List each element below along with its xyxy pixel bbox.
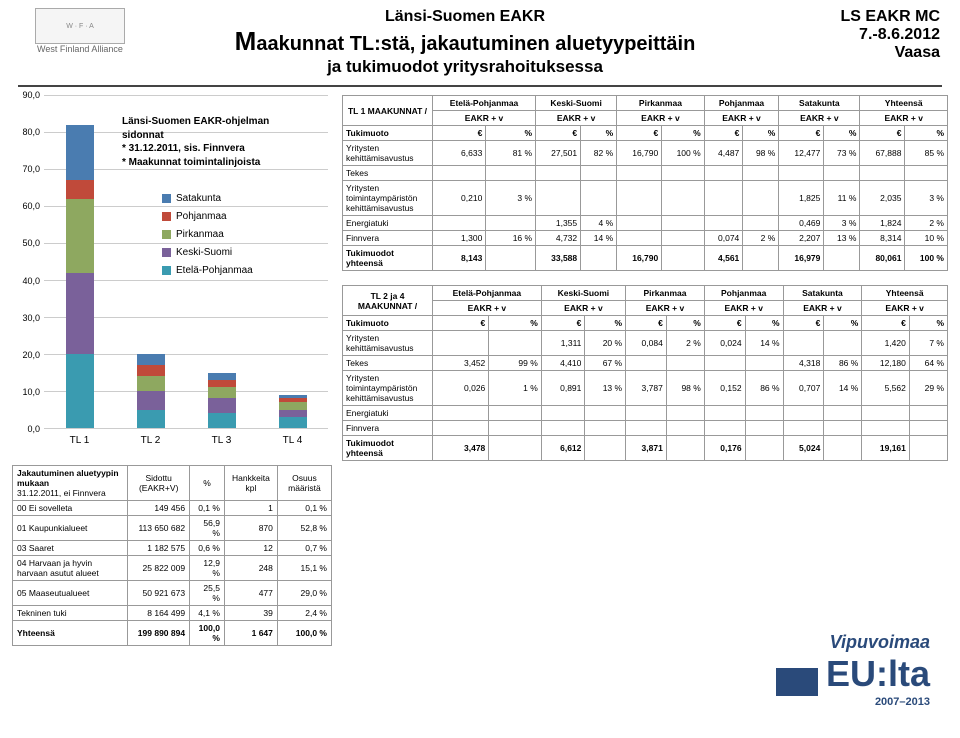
y-tick-label: 40,0 bbox=[12, 276, 40, 286]
eu-flag-icon bbox=[776, 668, 818, 696]
bar-label: TL 1 bbox=[70, 435, 90, 446]
alloc-row: 01 Kaupunkialueet113 650 68256,9 %87052,… bbox=[13, 516, 332, 541]
table-row: Tukimuodot yhteensä8,14333,58816,7904,56… bbox=[343, 246, 948, 271]
allocation-table: Jakautuminen aluetyypin mukaan 31.12.201… bbox=[12, 465, 332, 646]
stacked-bar-chart: TL 1 TL 2 TL 3 TL 4 Länsi-Suomen EAKR-ohjel… bbox=[12, 95, 332, 453]
y-tick-label: 80,0 bbox=[12, 127, 40, 137]
title-sub: ja tukimuodot yritysrahoituksessa bbox=[140, 57, 790, 77]
table-row: Yritysten toimintaympäristön kehittämisa… bbox=[343, 371, 948, 406]
y-tick-label: 20,0 bbox=[12, 350, 40, 360]
eulta-text: EU:lta bbox=[826, 653, 930, 694]
legend-item: Pohjanmaa bbox=[162, 211, 253, 222]
alloc-col-2: % bbox=[190, 466, 225, 501]
chart-legend: Satakunta Pohjanmaa Pirkanmaa Keski-Suomi Et… bbox=[162, 193, 253, 283]
header-rule bbox=[18, 85, 942, 87]
y-tick-label: 0,0 bbox=[12, 424, 40, 434]
wfa-caption: West Finland Alliance bbox=[20, 44, 140, 54]
table-tl24: TL 2 ja 4 MAAKUNNAT /Etelä-PohjanmaaKesk… bbox=[342, 285, 948, 461]
right-column: TL 1 MAAKUNNAT /Etelä-PohjanmaaKeski-Suo… bbox=[342, 95, 948, 646]
title-main: Maakunnat TL:stä, jakautuminen aluetyype… bbox=[140, 26, 790, 57]
table-row: Yritysten kehittämisavustus1,31120 %0,08… bbox=[343, 331, 948, 356]
table-row: Yritysten toimintaympäristön kehittämisa… bbox=[343, 181, 948, 216]
chart-note: Länsi-Suomen EAKR-ohjelmansidonnat* 31.1… bbox=[122, 115, 269, 169]
alloc-row: 04 Harvaan ja hyvin harvaan asutut aluee… bbox=[13, 556, 332, 581]
table-row: Finnvera bbox=[343, 421, 948, 436]
alloc-row: 05 Maaseutualueet50 921 67325,5 %47729,0… bbox=[13, 581, 332, 606]
y-tick-label: 70,0 bbox=[12, 164, 40, 174]
y-tick-label: 60,0 bbox=[12, 201, 40, 211]
years-text: 2007–2013 bbox=[776, 696, 930, 708]
hdr-right-3: Vaasa bbox=[790, 44, 940, 62]
title-top: Länsi-Suomen EAKR bbox=[140, 8, 790, 26]
bar-TL 4: TL 4 bbox=[279, 95, 307, 428]
hdr-right-2: 7.-8.6.2012 bbox=[790, 26, 940, 44]
wfa-logo-area: W · F · A West Finland Alliance bbox=[20, 8, 140, 77]
legend-item: Etelä-Pohjanmaa bbox=[162, 265, 253, 276]
content-row: TL 1 TL 2 TL 3 TL 4 Länsi-Suomen EAKR-ohjel… bbox=[0, 95, 960, 646]
alloc-title: Jakautuminen aluetyypin mukaan 31.12.201… bbox=[13, 466, 128, 501]
table-tl1: TL 1 MAAKUNNAT /Etelä-PohjanmaaKeski-Suo… bbox=[342, 95, 948, 271]
legend-item: Pirkanmaa bbox=[162, 229, 253, 240]
table-row: Tekes3,45299 %4,41067 %4,31886 %12,18064… bbox=[343, 356, 948, 371]
title-block: Länsi-Suomen EAKR Maakunnat TL:stä, jaka… bbox=[140, 8, 790, 77]
alloc-col-1: Sidottu (EAKR+V) bbox=[128, 466, 190, 501]
alloc-row: Tekninen tuki8 164 4994,1 %392,4 % bbox=[13, 606, 332, 621]
page-header: W · F · A West Finland Alliance Länsi-Su… bbox=[0, 0, 960, 81]
alloc-col-4: Osuus määristä bbox=[277, 466, 331, 501]
bar-label: TL 3 bbox=[212, 435, 232, 446]
table-row: Finnvera1,30016 %4,73214 %0,0742 %2,2071… bbox=[343, 231, 948, 246]
bar-label: TL 4 bbox=[283, 435, 303, 446]
legend-item: Keski-Suomi bbox=[162, 247, 253, 258]
left-column: TL 1 TL 2 TL 3 TL 4 Länsi-Suomen EAKR-ohjel… bbox=[12, 95, 332, 646]
y-tick-label: 10,0 bbox=[12, 387, 40, 397]
table-row: Tekes bbox=[343, 166, 948, 181]
alloc-row: 00 Ei sovelleta149 4560,1 %10,1 % bbox=[13, 501, 332, 516]
legend-item: Satakunta bbox=[162, 193, 253, 204]
eu-footer-logo: Vipuvoimaa EU:lta 2007–2013 bbox=[776, 632, 930, 708]
bar-label: TL 2 bbox=[141, 435, 161, 446]
table-row: Energiatuki1,3554 %0,4693 %1,8242 % bbox=[343, 216, 948, 231]
alloc-row: 03 Saaret1 182 5750,6 %120,7 % bbox=[13, 541, 332, 556]
table-row: Yritysten kehittämisavustus6,63381 %27,5… bbox=[343, 141, 948, 166]
vipu-text: Vipuvoimaa bbox=[776, 632, 930, 653]
alloc-row: Yhteensä199 890 894100,0 %1 647100,0 % bbox=[13, 621, 332, 646]
wfa-logo: W · F · A bbox=[35, 8, 125, 44]
bar-TL 1: TL 1 bbox=[66, 95, 94, 428]
y-tick-label: 90,0 bbox=[12, 90, 40, 100]
table-row: Energiatuki bbox=[343, 406, 948, 421]
y-tick-label: 50,0 bbox=[12, 238, 40, 248]
hdr-right-1: LS EAKR MC bbox=[790, 8, 940, 26]
y-tick-label: 30,0 bbox=[12, 313, 40, 323]
table-row: Tukimuodot yhteensä3,4786,6123,8710,1765… bbox=[343, 436, 948, 461]
header-right: LS EAKR MC 7.-8.6.2012 Vaasa bbox=[790, 8, 940, 77]
alloc-col-3: Hankkeita kpl bbox=[224, 466, 277, 501]
